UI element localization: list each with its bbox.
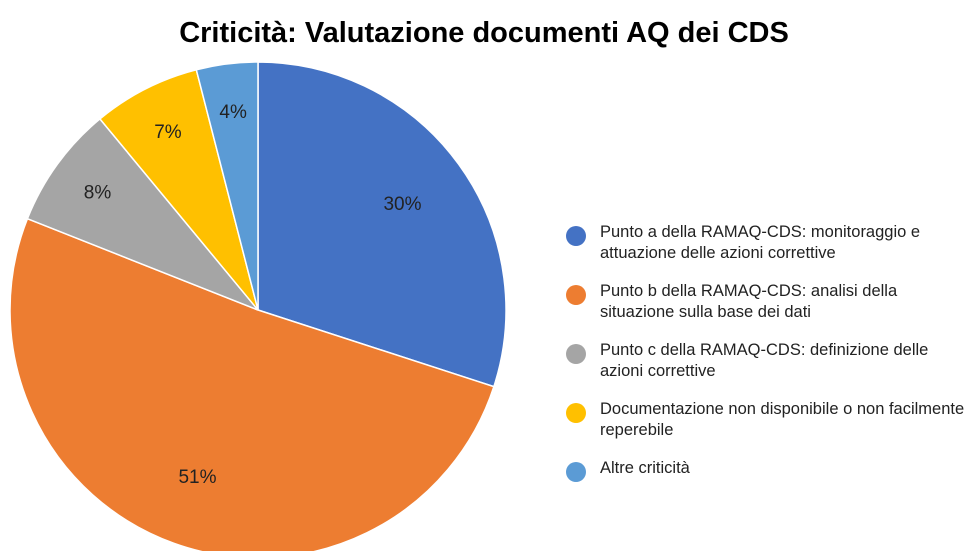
legend-label: Punto b della RAMAQ-CDS: analisi della s… — [600, 282, 898, 321]
legend-label: Punto c della RAMAQ-CDS: definizione del… — [600, 341, 929, 380]
data-label: 7% — [154, 122, 182, 143]
chart-title: Criticità: Valutazione documenti AQ dei … — [179, 17, 789, 49]
legend-item: Documentazione non disponibile o non fac… — [566, 399, 966, 441]
legend: Punto a della RAMAQ-CDS: monitoraggio e … — [566, 222, 966, 496]
legend-item: Punto c della RAMAQ-CDS: definizione del… — [566, 340, 966, 382]
pie-slice — [26, 117, 259, 311]
legend-marker — [566, 344, 586, 364]
legend-item: Punto a della RAMAQ-CDS: monitoraggio e … — [566, 222, 966, 264]
pie-slice — [195, 61, 259, 311]
legend-marker — [566, 403, 586, 423]
legend-marker — [566, 462, 586, 482]
data-label: 4% — [219, 102, 247, 123]
data-label: 51% — [178, 467, 216, 488]
pie-slice — [9, 217, 495, 551]
legend-label: Punto a della RAMAQ-CDS: monitoraggio e … — [600, 223, 921, 262]
legend-marker — [566, 285, 586, 305]
legend-label: Altre criticità — [600, 459, 690, 477]
pie-slice — [257, 61, 507, 388]
data-label: 30% — [383, 194, 421, 215]
legend-item: Altre criticità — [566, 458, 966, 482]
data-label: 8% — [84, 182, 112, 203]
pie-slice — [98, 68, 259, 311]
legend-marker — [566, 226, 586, 246]
legend-item: Punto b della RAMAQ-CDS: analisi della s… — [566, 281, 966, 323]
legend-label: Documentazione non disponibile o non fac… — [600, 400, 965, 439]
